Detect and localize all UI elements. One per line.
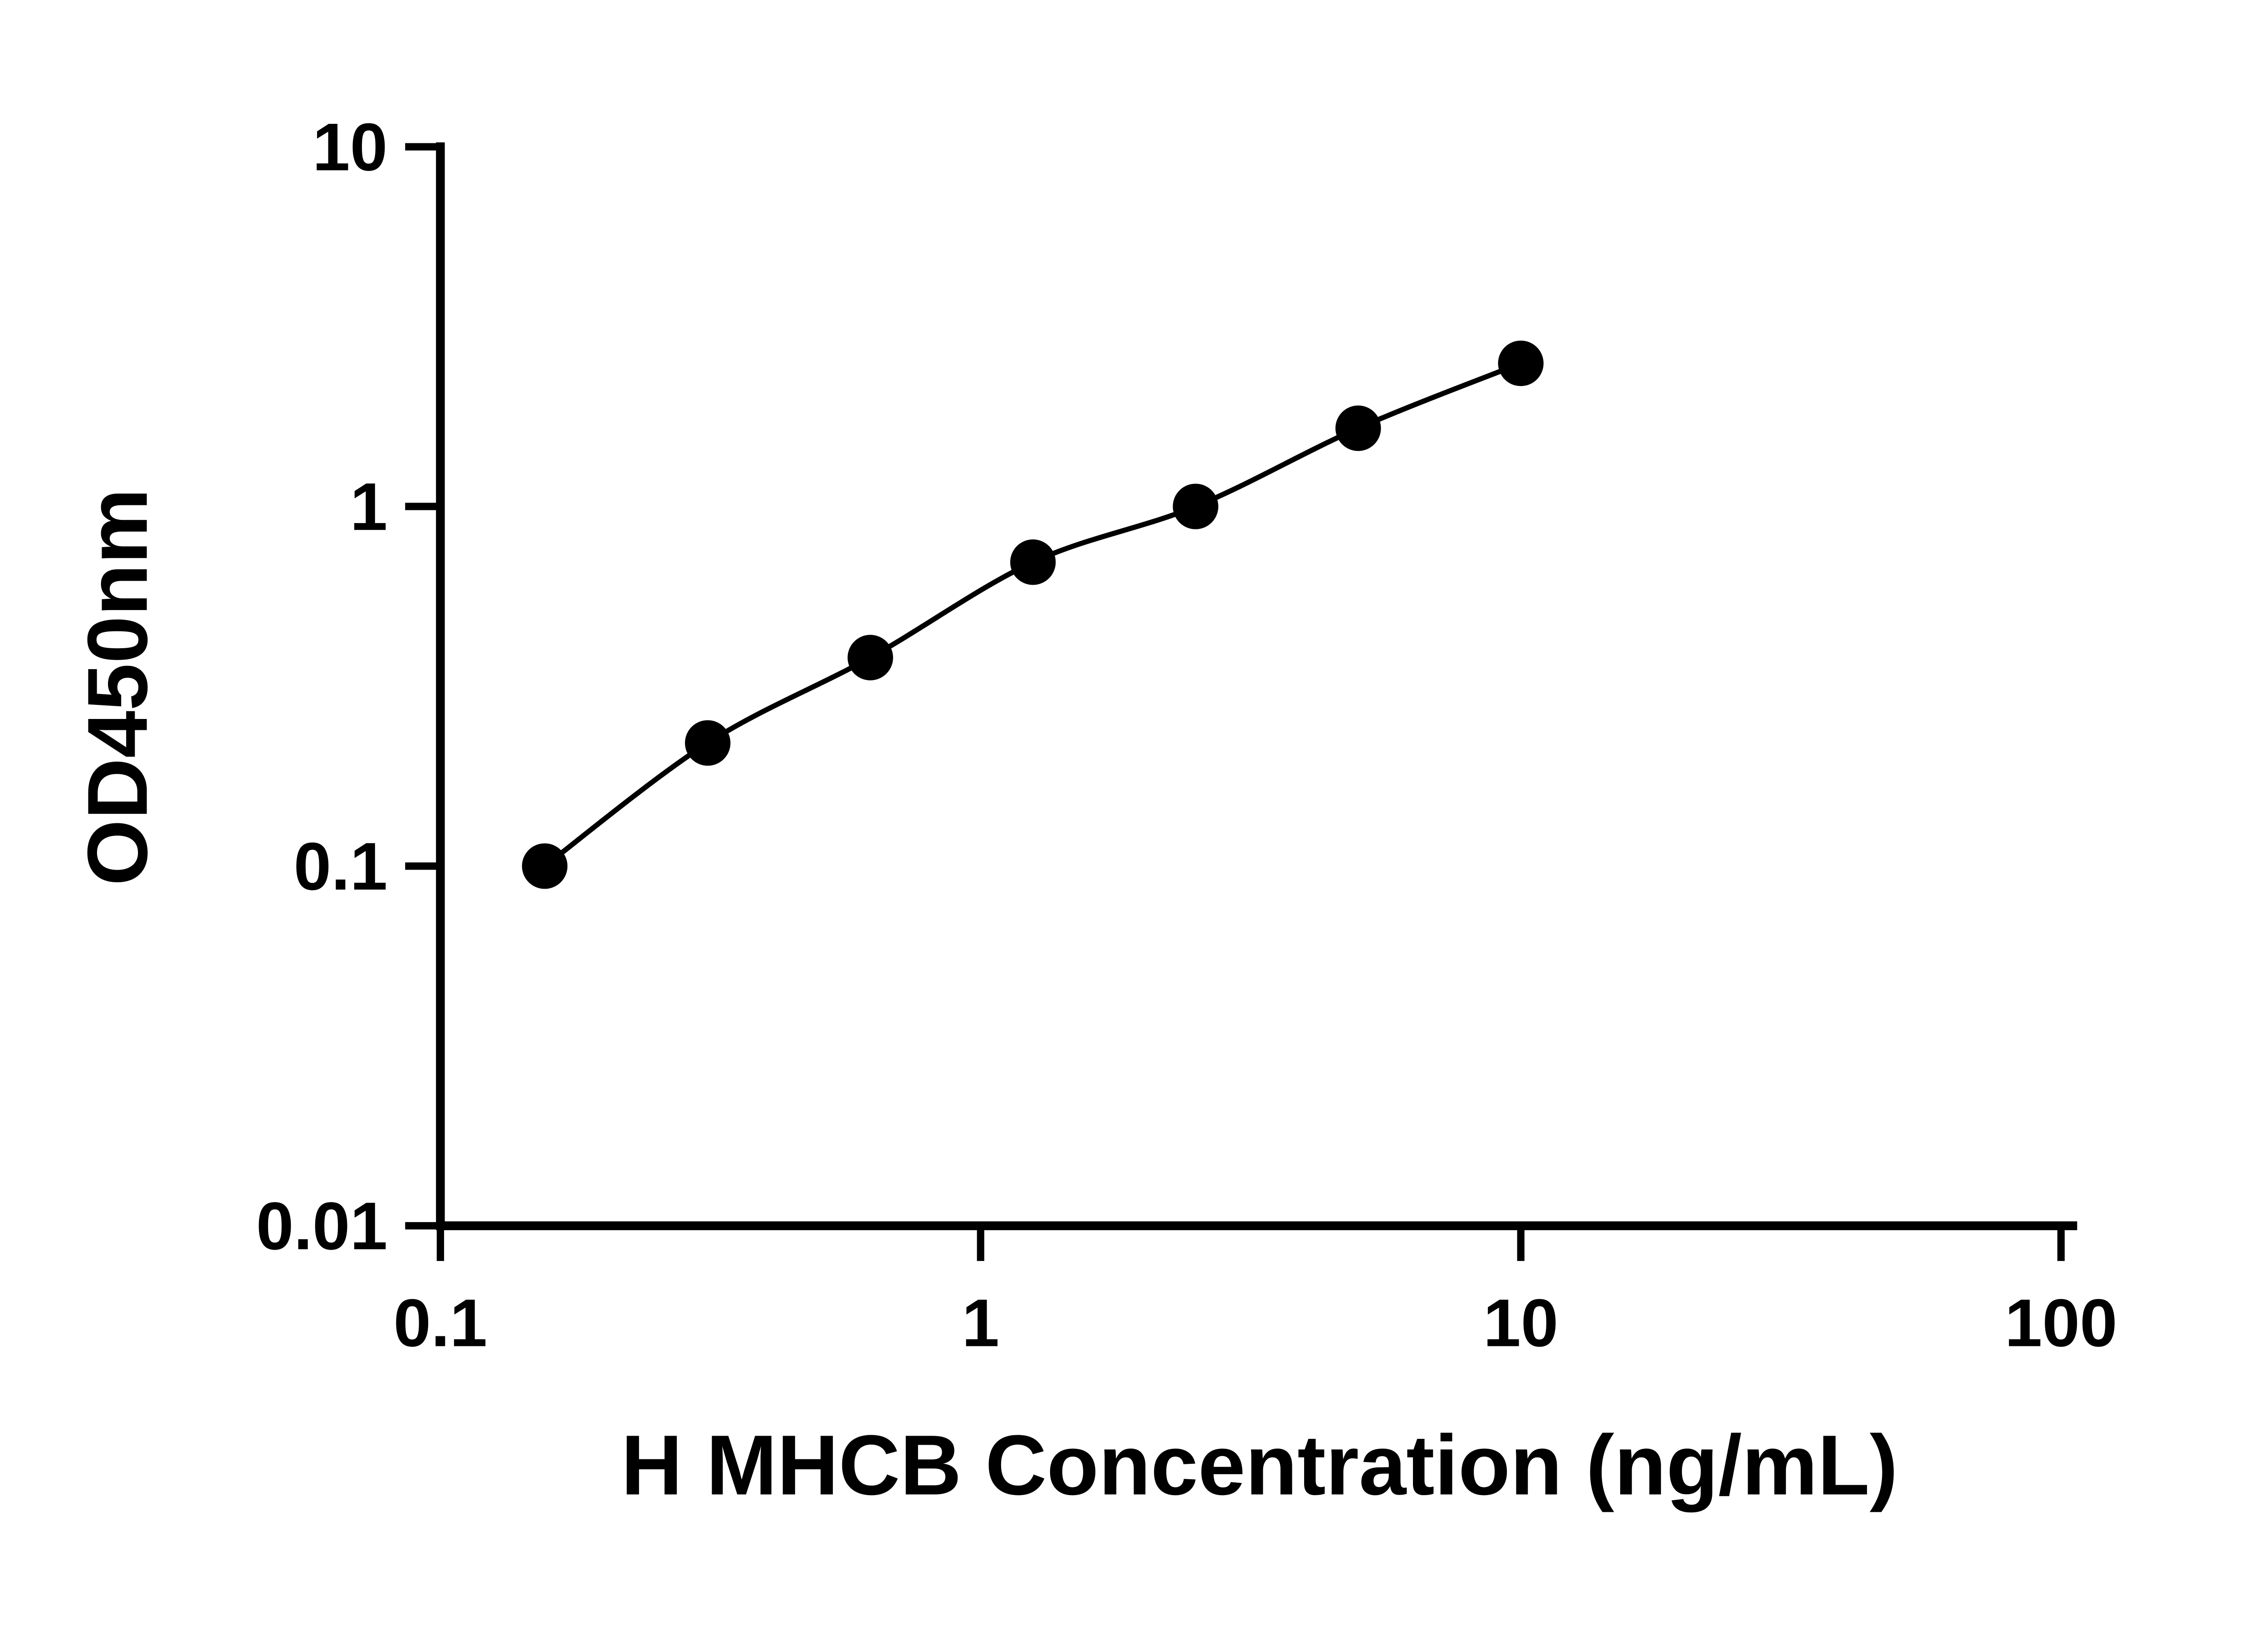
x-tick-label: 0.1 [393, 1285, 487, 1361]
data-point [1173, 484, 1218, 529]
x-axis-title: H MHCB Concentration (ng/mL) [621, 1417, 1898, 1512]
y-tick-label: 10 [313, 109, 388, 185]
axes [436, 142, 2077, 1230]
data-point [1335, 405, 1381, 451]
standard-curve-chart: 0.1 1 10 100 0.01 0.1 1 10 H MHCB Concentration… [69, 109, 2117, 1513]
data-point [1010, 539, 1056, 585]
x-tick-label: 10 [1483, 1285, 1559, 1361]
data-point [1498, 340, 1544, 386]
y-tick-label: 0.01 [256, 1188, 388, 1264]
y-axis-title: OD450nm [70, 488, 165, 885]
y-tick-label: 1 [350, 469, 388, 544]
axis-ticks [405, 143, 2065, 1261]
x-tick-label: 1 [962, 1285, 999, 1361]
data-point [685, 720, 731, 766]
y-tick-label: 0.1 [293, 828, 387, 904]
data-point [522, 843, 568, 889]
axis-spine [436, 142, 2077, 1230]
data-point [847, 635, 893, 680]
x-tick-label: 100 [2004, 1285, 2117, 1361]
data-points [522, 340, 1544, 889]
